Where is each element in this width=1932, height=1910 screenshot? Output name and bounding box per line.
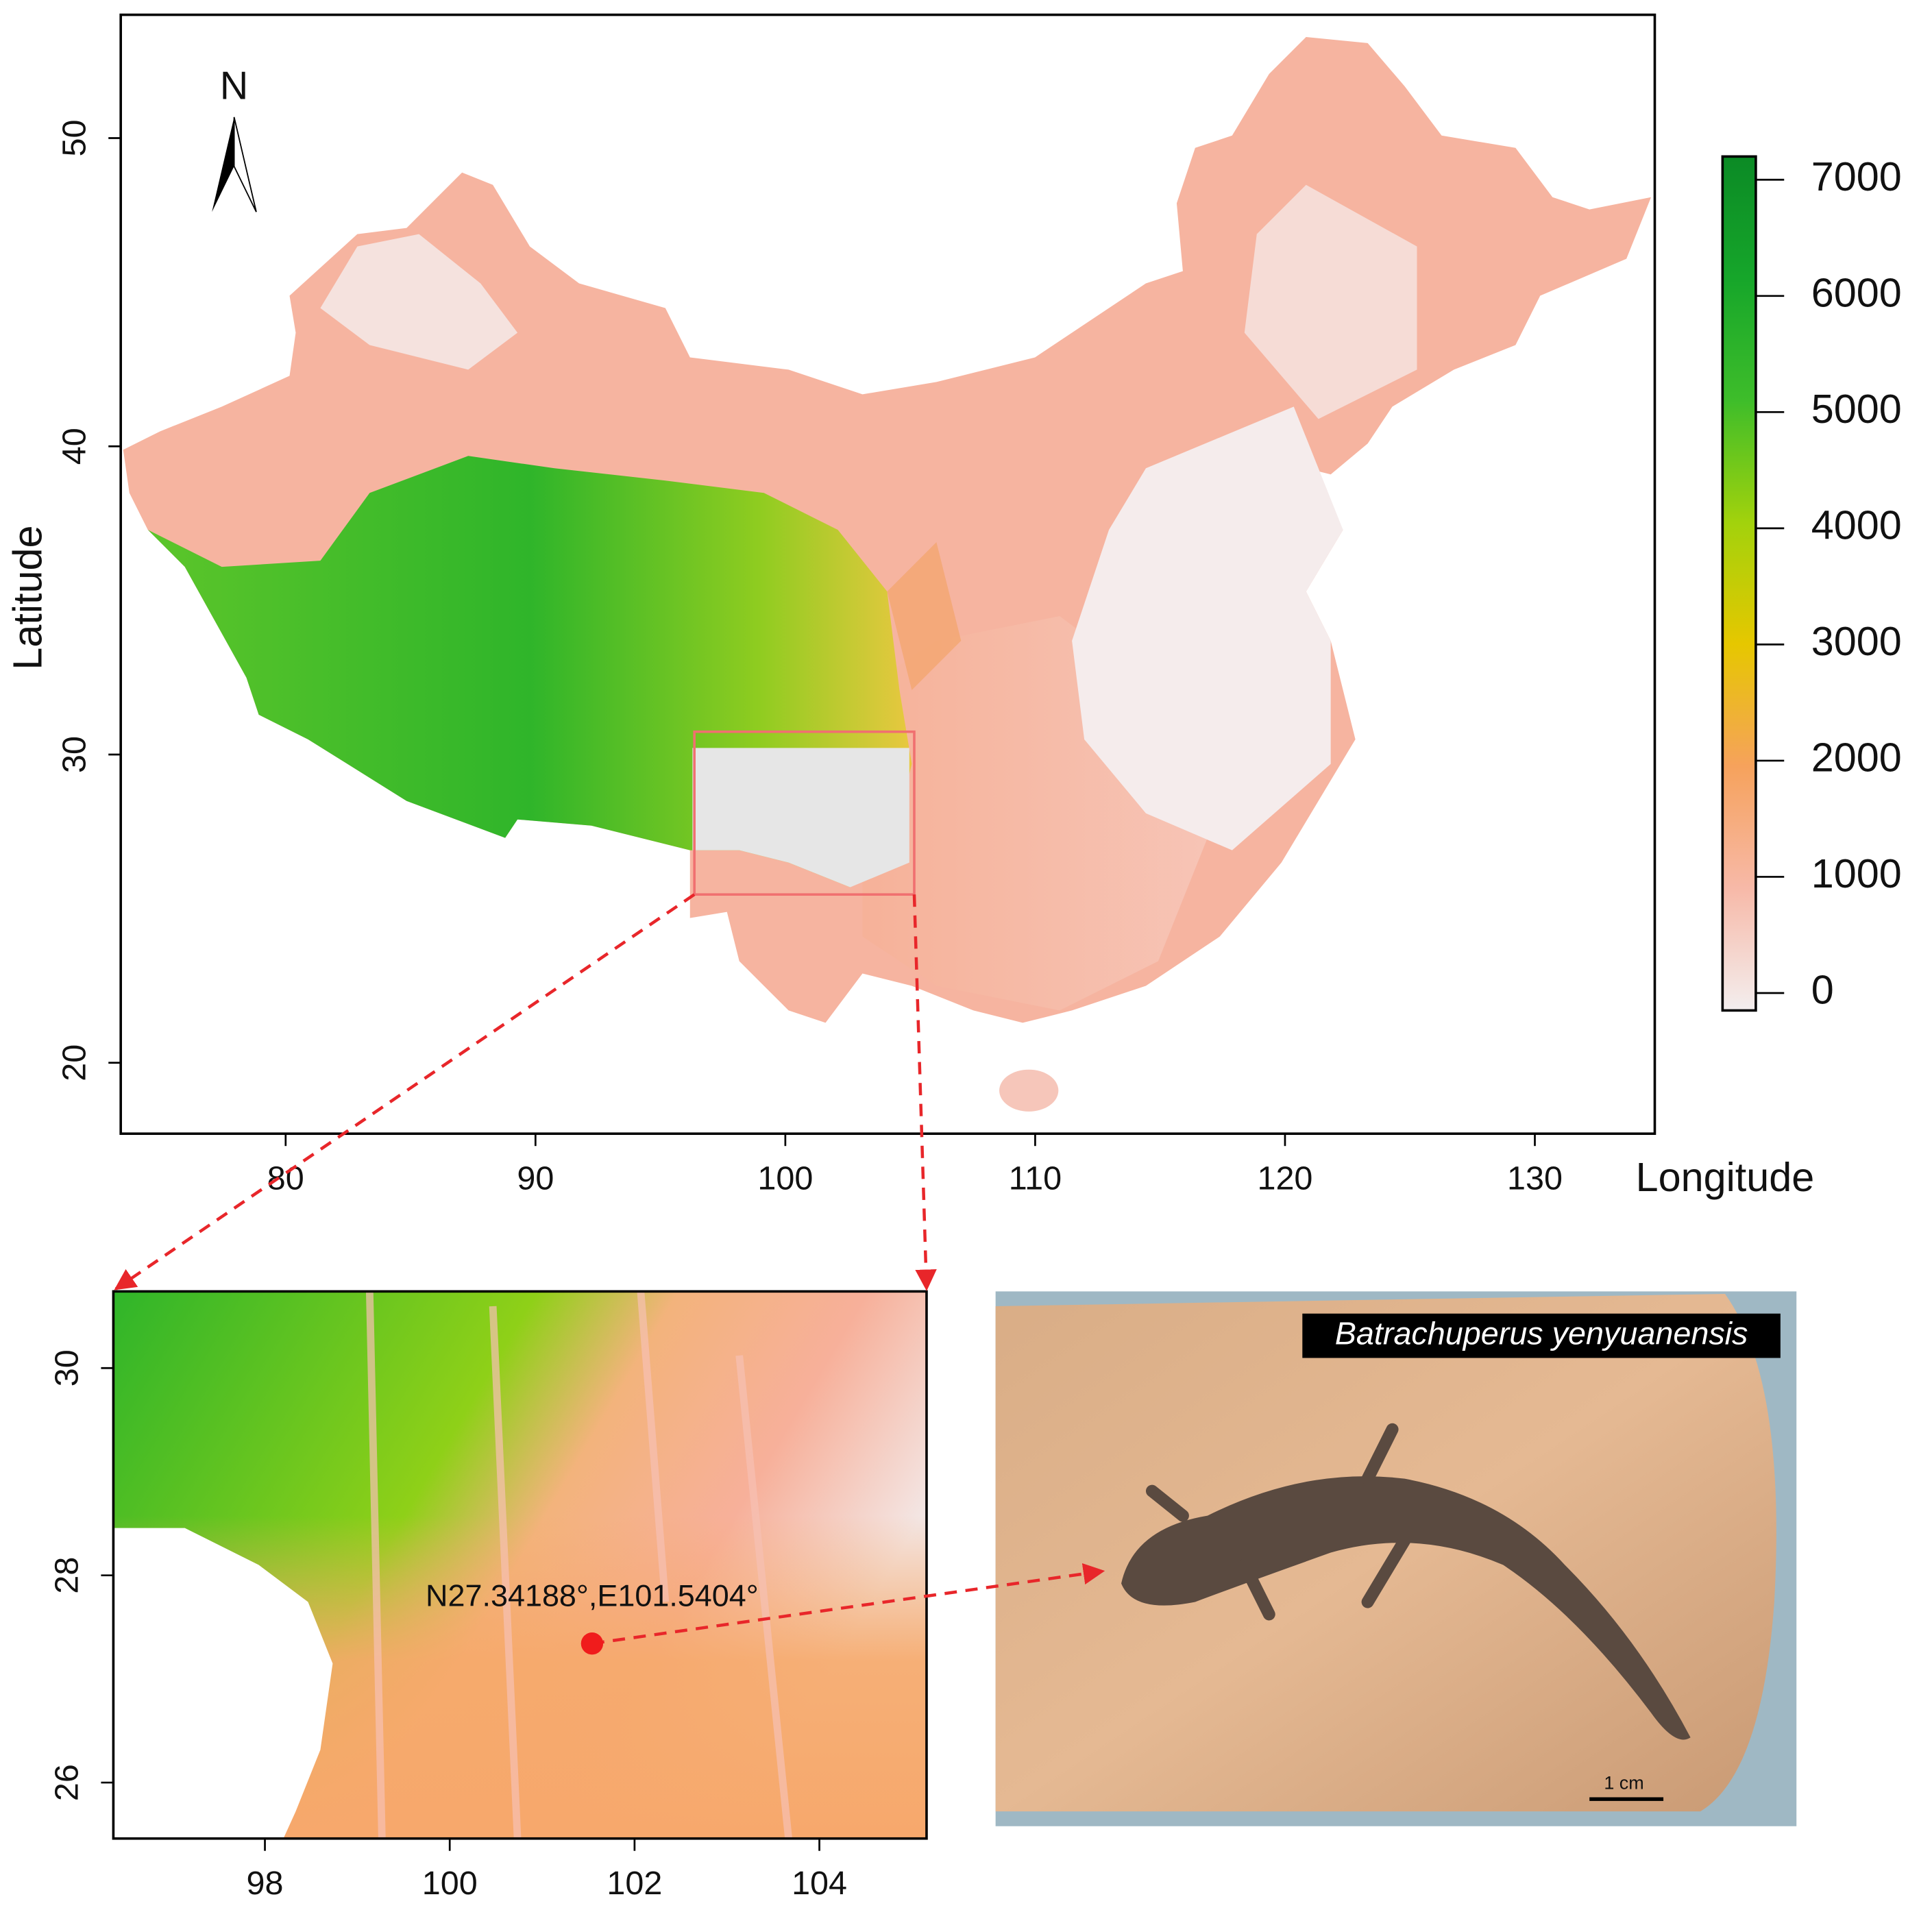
x-tick-label: 130	[1507, 1160, 1563, 1197]
y-tick-label: 26	[49, 1764, 86, 1801]
x-tick-label: 98	[247, 1865, 284, 1902]
colorbar-tick-label: 7000	[1811, 154, 1902, 199]
x-tick-label: 110	[1009, 1160, 1062, 1197]
site-point	[580, 1632, 604, 1655]
zoom-arrow	[114, 893, 696, 1290]
species-label: Batrachuperus yenyuanensis	[1335, 1315, 1748, 1351]
y-tick-label: 20	[56, 1044, 93, 1081]
north-arrow: N	[212, 64, 257, 212]
x-tick-label: 102	[607, 1865, 662, 1902]
photo: Batrachuperus yenyuanensis 1 cm	[995, 1291, 1797, 1826]
x-axis-label: Longitude	[1636, 1154, 1815, 1200]
x-tick-label: 80	[267, 1160, 304, 1197]
colorbar-tick-label: 5000	[1811, 386, 1902, 432]
site-arrow	[591, 1563, 1105, 1645]
y-tick-label: 30	[49, 1349, 86, 1386]
main-map-frame	[119, 13, 1656, 1136]
colorbar-tick-label: 6000	[1811, 269, 1902, 315]
zoom-arrow	[912, 894, 937, 1291]
colorbar-tick-label: 2000	[1811, 735, 1902, 781]
y-tick-label: 30	[56, 736, 93, 773]
inset-frame	[112, 1290, 928, 1840]
china-map	[123, 36, 1652, 1112]
inset-extent	[693, 730, 916, 896]
colorbar-tick-label: 4000	[1811, 502, 1902, 548]
y-axis-label: Latitude	[5, 525, 51, 670]
site-label: N27.34188°,E101.5404°	[426, 1578, 759, 1613]
colorbar-tick-label: 1000	[1811, 850, 1902, 896]
x-tick-label: 100	[422, 1865, 478, 1902]
north-label: N	[220, 64, 249, 108]
y-tick-label: 50	[56, 119, 93, 156]
x-tick-label: 90	[517, 1160, 554, 1197]
scale-bar-label: 1 cm	[1604, 1773, 1643, 1793]
x-tick-label: 104	[792, 1865, 847, 1902]
x-tick-label: 120	[1257, 1160, 1312, 1197]
inset-map	[113, 1291, 927, 1839]
x-tick-label: 100	[757, 1160, 813, 1197]
colorbar-tick-label: 3000	[1811, 618, 1902, 664]
colorbar-tick-label: 0	[1811, 967, 1834, 1013]
y-tick-label: 28	[49, 1557, 86, 1594]
colorbar	[1721, 155, 1757, 1012]
y-tick-label: 40	[56, 428, 93, 465]
